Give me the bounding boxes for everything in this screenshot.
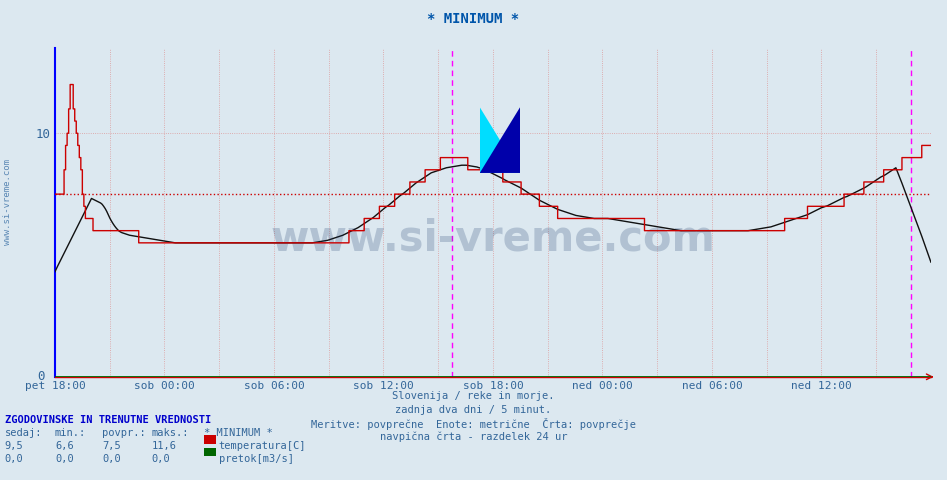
Text: sedaj:: sedaj: — [5, 428, 43, 438]
Text: min.:: min.: — [55, 428, 86, 438]
Text: * MINIMUM *: * MINIMUM * — [427, 12, 520, 26]
Text: 11,6: 11,6 — [152, 441, 176, 451]
Polygon shape — [480, 107, 520, 173]
Text: Slovenija / reke in morje.: Slovenija / reke in morje. — [392, 391, 555, 401]
Text: zadnja dva dni / 5 minut.: zadnja dva dni / 5 minut. — [396, 405, 551, 415]
Text: maks.:: maks.: — [152, 428, 189, 438]
Text: * MINIMUM *: * MINIMUM * — [204, 428, 273, 438]
Text: povpr.:: povpr.: — [102, 428, 146, 438]
Polygon shape — [480, 107, 520, 173]
Text: 9,5: 9,5 — [5, 441, 24, 451]
Text: 0,0: 0,0 — [5, 454, 24, 464]
Text: 0,0: 0,0 — [152, 454, 170, 464]
Text: ZGODOVINSKE IN TRENUTNE VREDNOSTI: ZGODOVINSKE IN TRENUTNE VREDNOSTI — [5, 415, 211, 425]
Text: 6,6: 6,6 — [55, 441, 74, 451]
Text: 0,0: 0,0 — [55, 454, 74, 464]
Text: 0,0: 0,0 — [102, 454, 121, 464]
Text: www.si-vreme.com: www.si-vreme.com — [3, 158, 12, 245]
Text: pretok[m3/s]: pretok[m3/s] — [219, 454, 294, 464]
Text: 0: 0 — [37, 370, 45, 384]
Text: navpična črta - razdelek 24 ur: navpična črta - razdelek 24 ur — [380, 432, 567, 442]
Text: temperatura[C]: temperatura[C] — [219, 441, 306, 451]
Text: Meritve: povprečne  Enote: metrične  Črta: povprečje: Meritve: povprečne Enote: metrične Črta:… — [311, 418, 636, 430]
Text: www.si-vreme.com: www.si-vreme.com — [271, 218, 715, 260]
Text: 7,5: 7,5 — [102, 441, 121, 451]
